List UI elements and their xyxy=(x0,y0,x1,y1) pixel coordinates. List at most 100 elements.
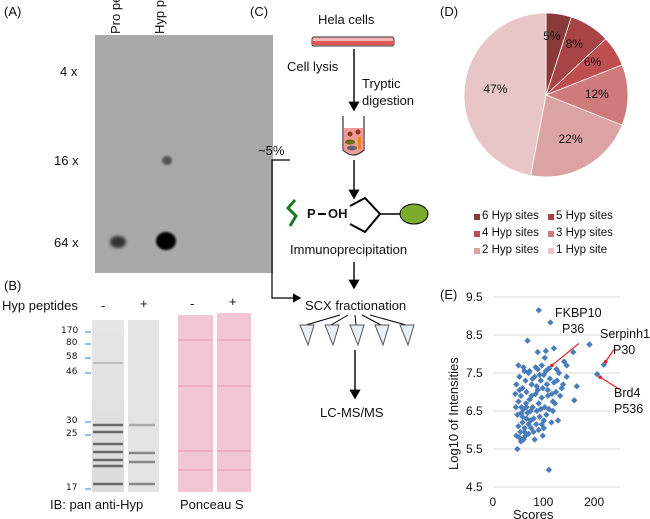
annotation-label: Serpinh1 xyxy=(600,327,650,341)
y-tick-label: 7.5 xyxy=(466,366,483,380)
scatter-point xyxy=(558,385,565,392)
scatter-point xyxy=(521,428,528,436)
pie-data-label: 8% xyxy=(565,37,583,52)
fraction-lines xyxy=(305,314,407,326)
annotation-arrowhead xyxy=(598,375,602,379)
scatter-point xyxy=(539,385,546,392)
lane-sign: + xyxy=(140,296,148,311)
scatter-point xyxy=(529,375,536,382)
scatter-point xyxy=(550,345,558,352)
legend-swatch xyxy=(548,214,554,220)
annotation-arrow xyxy=(551,342,580,366)
molecule-p: P xyxy=(307,206,316,221)
scatter-point xyxy=(549,398,557,405)
legend-entry: 2 Hyp sites xyxy=(482,244,539,256)
pie-data-label: 5% xyxy=(543,28,561,43)
scatter-point xyxy=(533,383,540,390)
scatter-point xyxy=(512,390,519,398)
legend-entry: 5 Hyp sites xyxy=(556,210,613,222)
scatter-point xyxy=(522,432,529,439)
scatter-point xyxy=(551,400,559,407)
scatter-point xyxy=(570,348,577,356)
y-tick-label: 5.5 xyxy=(466,442,483,456)
scatter-point xyxy=(531,436,538,443)
step-hela-cells: Hela cells xyxy=(318,12,375,27)
panel-d-label: (D) xyxy=(440,4,459,19)
scatter-point xyxy=(519,419,526,426)
scatter-point xyxy=(519,413,526,420)
scatter-point xyxy=(541,354,549,361)
x-tick-label: 100 xyxy=(533,495,554,509)
y-tick-label: 8.5 xyxy=(466,328,483,342)
scatter-point xyxy=(540,424,547,432)
legend-entry: 6 Hyp sites xyxy=(482,210,539,222)
lane-sign: + xyxy=(229,294,237,309)
scatter-point xyxy=(526,396,533,403)
molecule-oh: OH xyxy=(328,206,348,221)
scatter-point xyxy=(563,362,570,369)
culture-dish-icon xyxy=(311,36,395,47)
marker-25: 25 xyxy=(66,429,78,439)
scatter-point xyxy=(522,377,529,384)
scatter-point xyxy=(523,388,530,396)
scatter-point xyxy=(518,404,525,411)
scatter-point xyxy=(528,381,535,388)
scatter-point xyxy=(521,424,528,432)
scatter-point xyxy=(537,377,544,384)
pie-slice xyxy=(463,12,547,177)
scatter-point xyxy=(545,466,553,474)
scatter-point xyxy=(540,371,547,379)
blot-lane-minus xyxy=(92,320,124,492)
scatter-point xyxy=(549,407,557,415)
marker-ticks xyxy=(85,331,91,490)
scatter-point xyxy=(517,392,525,399)
scatter-point xyxy=(543,381,551,388)
scatter-point xyxy=(513,432,520,439)
scatter-point xyxy=(538,421,545,428)
scatter-point xyxy=(515,362,522,369)
scatter-point xyxy=(525,421,532,428)
scatter-point xyxy=(515,398,522,405)
scatter-point xyxy=(516,386,523,394)
fraction-tubes xyxy=(299,324,415,347)
scatter-point xyxy=(520,436,527,443)
panel-e-label: (E) xyxy=(440,287,458,302)
scatter-point xyxy=(514,445,521,453)
scatter-point xyxy=(540,417,547,424)
scatter-point xyxy=(534,348,541,356)
legend-swatch xyxy=(474,231,480,237)
marker-30: 30 xyxy=(66,416,78,426)
lane-sign: - xyxy=(190,296,195,311)
pie-slice xyxy=(544,64,629,126)
annotation-label: Brd4 xyxy=(614,386,641,400)
step-tryptic: Tryptic xyxy=(362,76,401,91)
annotation-label: FKBP10 xyxy=(555,306,602,320)
x-tick-label: 200 xyxy=(584,495,605,509)
row-label-64x: 64 x xyxy=(54,235,79,250)
stain-caption: Ponceau S xyxy=(180,497,244,512)
pie-data-label: 12% xyxy=(584,87,609,101)
scatter-point xyxy=(537,405,544,413)
blot-lane-plus xyxy=(128,320,159,492)
step-scx: SCX fractionation xyxy=(305,298,407,313)
scatter-point xyxy=(555,369,563,377)
scatter-point xyxy=(542,347,550,355)
scatter-point xyxy=(548,419,555,426)
scatter-point xyxy=(546,375,554,382)
annotation-label: P36 xyxy=(562,322,585,336)
scatter-point xyxy=(536,413,543,420)
ponceau-lane-minus xyxy=(178,315,213,492)
scatter-point xyxy=(525,430,532,437)
blot-caption: IB: pan anti-Hyp xyxy=(50,497,144,512)
scatter-point xyxy=(515,423,522,430)
legend-entry: 1 Hyp site xyxy=(556,244,608,256)
scatter-point xyxy=(523,415,530,422)
pie-slice xyxy=(530,94,623,178)
tube-icon xyxy=(342,116,365,156)
dot-blot xyxy=(95,35,273,273)
scatter-point xyxy=(543,411,550,418)
